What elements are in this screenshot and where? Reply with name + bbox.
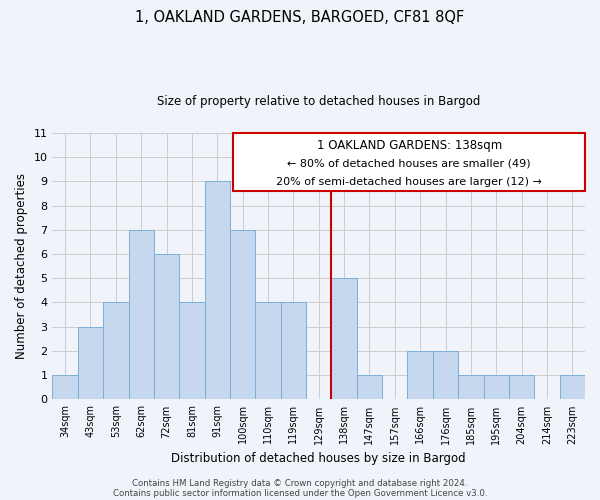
- Bar: [357, 375, 382, 400]
- Bar: [154, 254, 179, 400]
- Bar: [103, 302, 128, 400]
- Bar: [407, 351, 433, 400]
- Bar: [281, 302, 306, 400]
- Bar: [230, 230, 256, 400]
- Text: Contains HM Land Registry data © Crown copyright and database right 2024.: Contains HM Land Registry data © Crown c…: [132, 478, 468, 488]
- Title: Size of property relative to detached houses in Bargod: Size of property relative to detached ho…: [157, 95, 481, 108]
- Text: 20% of semi-detached houses are larger (12) →: 20% of semi-detached houses are larger (…: [277, 177, 542, 187]
- Bar: [433, 351, 458, 400]
- Bar: [256, 302, 281, 400]
- Bar: [560, 375, 585, 400]
- Bar: [458, 375, 484, 400]
- Bar: [509, 375, 534, 400]
- Y-axis label: Number of detached properties: Number of detached properties: [15, 173, 28, 359]
- Bar: [484, 375, 509, 400]
- Text: Contains public sector information licensed under the Open Government Licence v3: Contains public sector information licen…: [113, 488, 487, 498]
- Bar: [179, 302, 205, 400]
- Bar: [331, 278, 357, 400]
- Text: 1, OAKLAND GARDENS, BARGOED, CF81 8QF: 1, OAKLAND GARDENS, BARGOED, CF81 8QF: [136, 10, 464, 25]
- Text: ← 80% of detached houses are smaller (49): ← 80% of detached houses are smaller (49…: [287, 159, 531, 169]
- Bar: [205, 182, 230, 400]
- Bar: [78, 326, 103, 400]
- Text: 1 OAKLAND GARDENS: 138sqm: 1 OAKLAND GARDENS: 138sqm: [317, 139, 502, 152]
- Bar: [128, 230, 154, 400]
- X-axis label: Distribution of detached houses by size in Bargod: Distribution of detached houses by size …: [172, 452, 466, 465]
- Bar: [52, 375, 78, 400]
